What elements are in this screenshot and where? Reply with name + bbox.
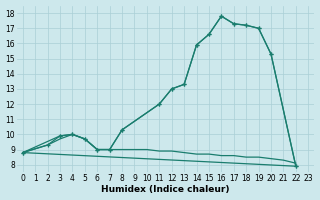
X-axis label: Humidex (Indice chaleur): Humidex (Indice chaleur) [101,185,230,194]
